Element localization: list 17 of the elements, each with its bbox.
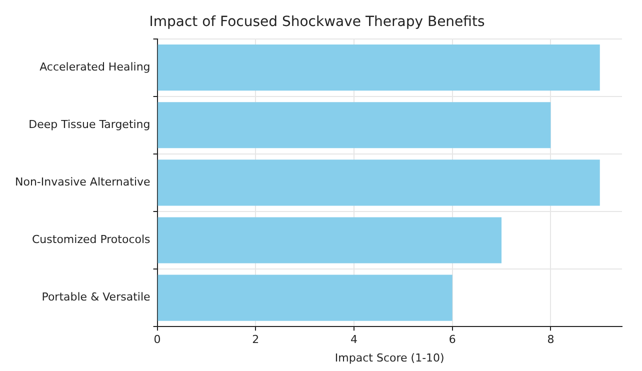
bar [158,160,600,206]
x-tick-label: 4 [350,333,358,346]
x-tick-label: 6 [448,333,456,346]
chart-title: Impact of Focused Shockwave Therapy Benefits [149,14,485,30]
x-tick-label: 0 [154,333,161,346]
y-tick-label: Customized Protocols [32,233,151,246]
x-tick-label: 8 [547,333,554,346]
y-tick-label: Deep Tissue Targeting [28,118,150,131]
bar [158,217,502,264]
x-axis-title: Impact Score (1-10) [334,351,444,364]
bar [158,274,452,321]
bar [158,44,600,91]
y-tick-label: Accelerated Healing [40,60,150,74]
y-tick-label: Non-Invasive Alternative [14,176,151,189]
x-tick-label: 2 [252,333,260,346]
bar [158,102,551,148]
y-tick-label: Portable & Versatile [42,290,150,304]
